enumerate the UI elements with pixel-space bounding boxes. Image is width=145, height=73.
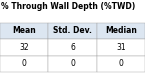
- Text: % Through Wall Depth (%TWD): % Through Wall Depth (%TWD): [1, 2, 136, 11]
